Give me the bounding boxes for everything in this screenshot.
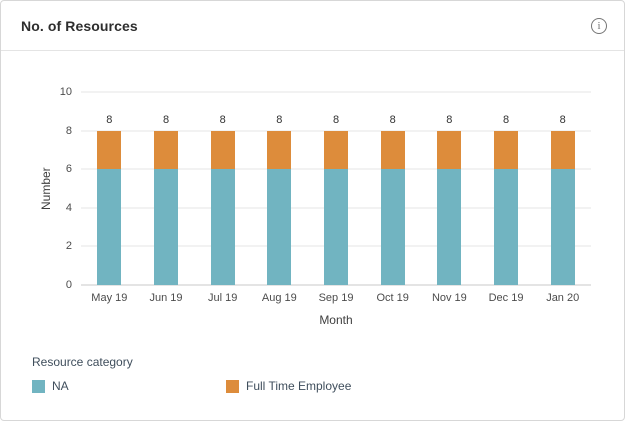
legend-label-na: NA bbox=[52, 379, 69, 393]
bar-total-label: 8 bbox=[106, 113, 113, 126]
legend-title: Resource category bbox=[32, 355, 133, 369]
bar-total-label: 8 bbox=[389, 113, 396, 126]
x-tick-label: May 19 bbox=[91, 292, 128, 304]
y-tick-label: 8 bbox=[65, 124, 72, 137]
y-tick-label: 10 bbox=[59, 86, 72, 98]
x-tick-label: Oct 19 bbox=[376, 292, 409, 304]
bar-segment-na[interactable] bbox=[550, 169, 575, 285]
gridline bbox=[81, 91, 591, 93]
y-tick-label: 4 bbox=[65, 201, 72, 214]
legend-item-na[interactable]: NA bbox=[32, 379, 69, 393]
card-header: No. of Resources i bbox=[1, 1, 624, 51]
bar-segment-na[interactable] bbox=[494, 169, 519, 285]
bar-segment-na[interactable] bbox=[324, 169, 349, 285]
bar-column: 8 bbox=[251, 92, 308, 285]
bar-segment-full-time-employee[interactable] bbox=[550, 130, 575, 170]
legend-swatch-full-time-employee bbox=[226, 379, 239, 393]
plot-area: 8 8 8 8 8 8 8 8 8 0 2 4 6 8 10 bbox=[60, 86, 591, 291]
bar-segment-full-time-employee[interactable] bbox=[210, 130, 235, 170]
bar-total-label: 8 bbox=[446, 113, 453, 126]
bar-segment-na[interactable] bbox=[437, 169, 462, 285]
x-tick-label: Jun 19 bbox=[149, 292, 183, 304]
bar-segment-na[interactable] bbox=[267, 169, 292, 285]
bar-total-label: 8 bbox=[559, 113, 566, 126]
bar-total-label: 8 bbox=[162, 113, 170, 126]
legend-label-full-time-employee: Full Time Employee bbox=[246, 379, 352, 393]
bar-total-label: 8 bbox=[332, 113, 340, 126]
x-axis-title: Month bbox=[319, 313, 353, 327]
bar-segment-na[interactable] bbox=[97, 169, 122, 285]
x-tick-label: Dec 19 bbox=[488, 292, 524, 304]
bar-segment-full-time-employee[interactable] bbox=[324, 130, 349, 170]
bar-column: 8 bbox=[534, 92, 591, 285]
bar-column: 8 bbox=[194, 92, 251, 285]
bar-column: 8 bbox=[421, 92, 478, 285]
x-tick-label: Jan 20 bbox=[546, 292, 580, 304]
bar-column: 8 bbox=[478, 92, 535, 285]
bar-segment-na[interactable] bbox=[380, 169, 405, 285]
bar-total-label: 8 bbox=[502, 113, 510, 126]
bar-segment-na[interactable] bbox=[154, 169, 178, 285]
x-tick-label: Sep 19 bbox=[318, 292, 354, 304]
x-tick-row: May 19 Jun 19 Jul 19 Aug 19 Sep 19 Oct 19 Nov … bbox=[81, 292, 591, 304]
x-tick-label: Jul 19 bbox=[208, 292, 238, 304]
gridline bbox=[81, 284, 591, 286]
bar-segment-full-time-employee[interactable] bbox=[437, 130, 462, 170]
bar-segment-full-time-employee[interactable] bbox=[97, 130, 122, 170]
bar-total-label: 8 bbox=[276, 113, 283, 126]
y-tick-label: 2 bbox=[65, 240, 72, 253]
bar-segment-full-time-employee[interactable] bbox=[494, 130, 519, 170]
info-icon[interactable]: i bbox=[591, 17, 607, 34]
bar-column: 8 bbox=[308, 92, 365, 285]
bar-segment-full-time-employee[interactable] bbox=[380, 130, 405, 170]
bar-column: 8 bbox=[138, 92, 195, 285]
bar-column: 8 bbox=[364, 92, 421, 285]
y-tick-label: 0 bbox=[65, 279, 72, 291]
bars-layer: 8 8 8 8 8 8 8 8 8 bbox=[81, 92, 591, 285]
bar-total-label: 8 bbox=[219, 113, 226, 126]
x-tick-label: Nov 19 bbox=[431, 292, 467, 304]
legend-item-full-time-employee[interactable]: Full Time Employee bbox=[226, 379, 351, 393]
bar-segment-full-time-employee[interactable] bbox=[267, 130, 292, 170]
legend-swatch-na bbox=[32, 379, 45, 393]
bar-segment-na[interactable] bbox=[210, 169, 235, 285]
y-axis-title: Number bbox=[39, 167, 53, 210]
card-title: No. of Resources bbox=[21, 17, 138, 34]
y-tick-label: 6 bbox=[65, 163, 72, 176]
x-tick-label: Aug 19 bbox=[261, 292, 297, 304]
bar-column: 8 bbox=[81, 92, 138, 285]
bar-segment-full-time-employee[interactable] bbox=[154, 130, 178, 170]
